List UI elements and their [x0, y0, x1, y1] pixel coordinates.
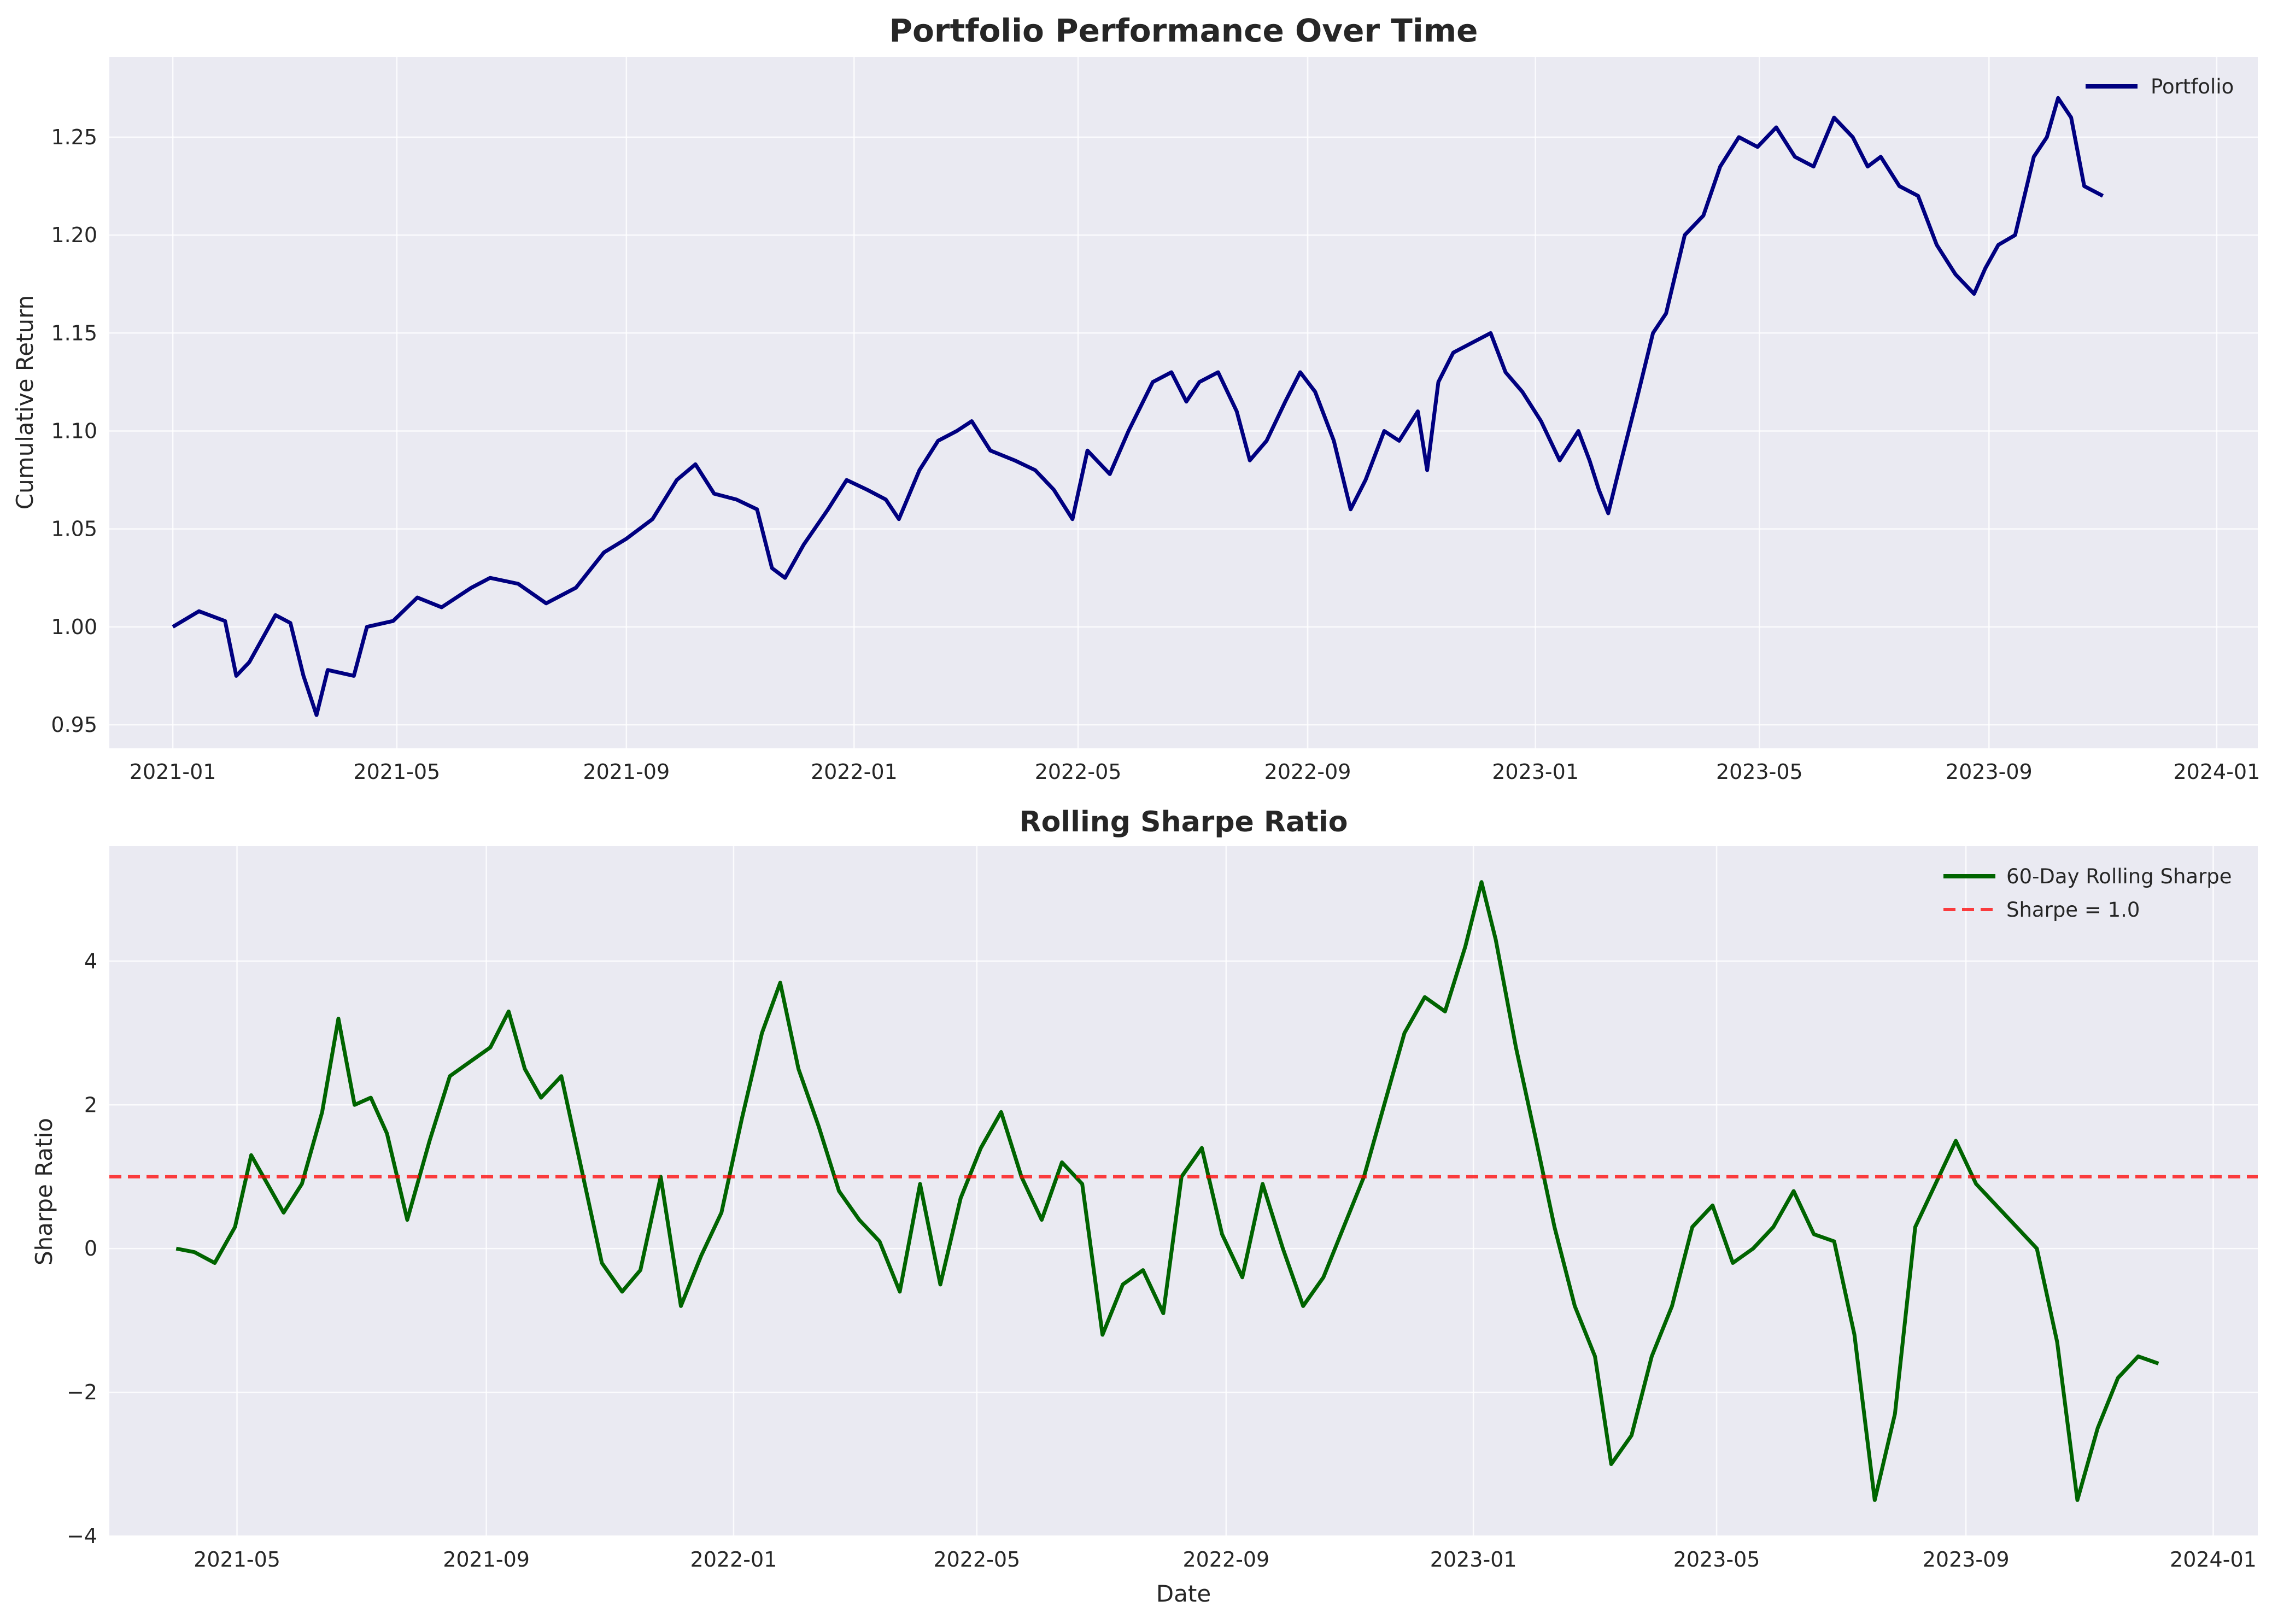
x-tick-label: 2022-05: [933, 1547, 1020, 1572]
plot-area: [109, 846, 2258, 1536]
grid-lines: [109, 846, 2258, 1537]
chart-title: Rolling Sharpe Ratio: [1020, 806, 1348, 839]
legend-label-sharpe-threshold: Sharpe = 1.0: [2006, 898, 2140, 922]
y-tick-label: 1.15: [51, 321, 97, 345]
x-tick-label: 2022-05: [1035, 760, 1122, 784]
chart-portfolio-performance: 2021-01 2021-05 2021-09 2022-01 2022-05 2022-…: [11, 12, 2260, 784]
chart-title: Portfolio Performance Over Time: [889, 12, 1478, 49]
x-tick-labels: 2021-01 2021-05 2021-09 2022-01 2022-05 2022-…: [130, 760, 2261, 784]
x-tick-label: 2023-05: [1673, 1547, 1760, 1572]
series-lines: [172, 96, 2104, 717]
y-tick-label: 2: [84, 1093, 97, 1117]
x-tick-label: 2021-09: [583, 760, 670, 784]
y-tick-label: 0: [84, 1236, 97, 1260]
y-tick-label: 4: [84, 949, 97, 973]
x-tick-label: 2022-01: [811, 760, 898, 784]
x-tick-label: 2022-09: [1182, 1547, 1269, 1572]
y-tick-label: 1.20: [51, 223, 97, 247]
legend: 60-Day Rolling Sharpe Sharpe = 1.0: [1943, 865, 2232, 922]
x-tick-label: 2024-01: [2173, 760, 2260, 784]
y-tick-label: 1.10: [51, 419, 97, 443]
y-tick-label: −4: [67, 1524, 97, 1548]
y-tick-labels: −4 −2 0 2 4: [67, 949, 97, 1548]
x-tick-label: 2023-09: [1923, 1547, 2010, 1572]
legend-label-portfolio: Portfolio: [2151, 75, 2234, 98]
y-tick-label: 1.25: [51, 125, 97, 149]
chart-rolling-sharpe: 2021-05 2021-09 2022-01 2022-05 2022-09 2023-…: [31, 806, 2258, 1607]
x-tick-label: 2024-01: [2170, 1547, 2257, 1572]
y-tick-label: 0.95: [51, 713, 97, 737]
x-tick-label: 2021-05: [194, 1547, 280, 1572]
y-tick-label: 1.05: [51, 517, 97, 541]
y-axis-label: Sharpe Ratio: [31, 1118, 57, 1265]
x-tick-label: 2023-01: [1430, 1547, 1517, 1572]
x-axis-label: Date: [1156, 1580, 1211, 1607]
x-tick-label: 2021-05: [353, 760, 440, 784]
y-axis-label: Cumulative Return: [11, 295, 38, 509]
x-tick-label: 2023-05: [1716, 760, 1803, 784]
series-lines: [109, 880, 2258, 1502]
legend-label-rolling-sharpe: 60-Day Rolling Sharpe: [2006, 865, 2232, 888]
y-tick-labels: 0.95 1.00 1.05 1.10 1.15 1.20 1.25: [51, 125, 97, 737]
x-tick-label: 2022-01: [690, 1547, 777, 1572]
y-tick-label: −2: [67, 1380, 97, 1404]
plot-area: [109, 57, 2258, 748]
legend: Portfolio: [2086, 75, 2234, 98]
grid-lines: [109, 57, 2258, 748]
x-tick-label: 2023-01: [1492, 760, 1579, 784]
series-line-0: [175, 880, 2159, 1502]
y-tick-label: 1.00: [51, 615, 97, 639]
x-tick-label: 2022-09: [1264, 760, 1351, 784]
x-tick-label: 2023-09: [1946, 760, 2033, 784]
x-tick-label: 2021-01: [130, 760, 216, 784]
x-tick-labels: 2021-05 2021-09 2022-01 2022-05 2022-09 2023-…: [194, 1547, 2257, 1572]
series-line-0: [172, 96, 2104, 717]
x-tick-label: 2021-09: [443, 1547, 530, 1572]
